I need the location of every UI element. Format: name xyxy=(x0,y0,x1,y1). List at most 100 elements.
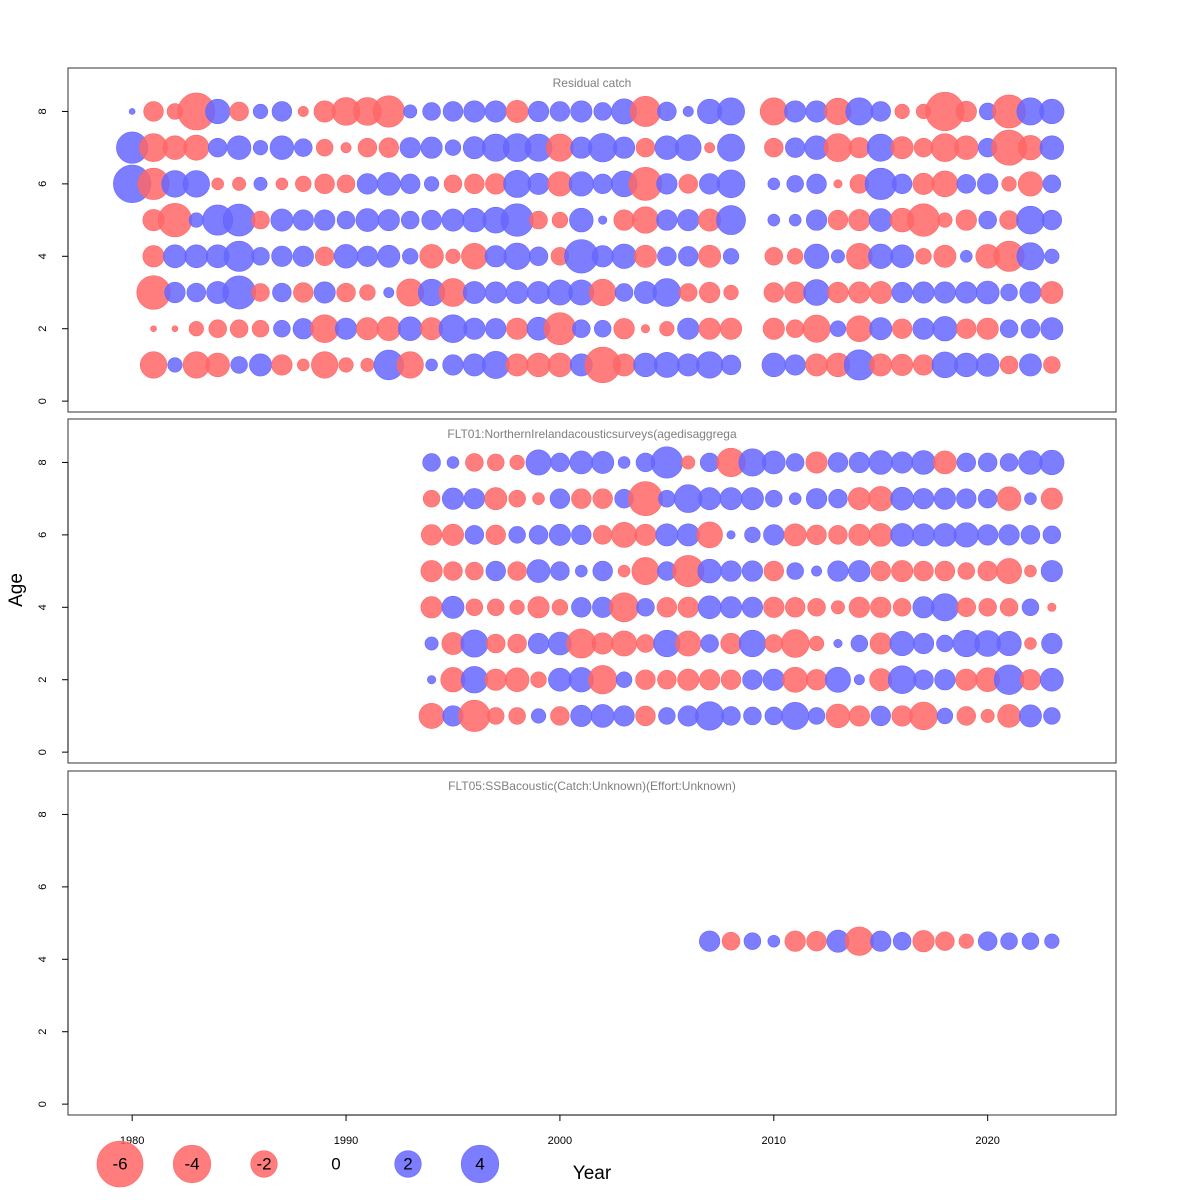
residual-bubble xyxy=(999,598,1019,617)
residual-bubble xyxy=(993,664,1025,695)
residual-bubble xyxy=(909,701,938,731)
residual-bubble xyxy=(460,666,488,694)
residual-bubble xyxy=(738,448,767,477)
residual-bubble xyxy=(975,353,1000,377)
residual-bubble xyxy=(292,245,314,267)
residual-bubble xyxy=(441,487,464,510)
residual-bubble xyxy=(740,487,764,511)
residual-bubble xyxy=(698,487,722,511)
residual-bubble xyxy=(226,135,252,160)
residual-bubble xyxy=(848,281,871,304)
residual-bubble xyxy=(617,564,631,578)
residual-bubble xyxy=(1044,248,1060,264)
residual-bubble xyxy=(271,354,293,376)
residual-bubble xyxy=(458,699,491,732)
panel-1: Residual catch 0 2 4 6 8 xyxy=(37,67,1117,413)
residual-bubble xyxy=(696,351,724,379)
residual-bubble xyxy=(526,352,551,378)
residual-bubble xyxy=(548,667,572,692)
residual-bubble xyxy=(630,96,661,127)
residual-bubble xyxy=(720,669,742,690)
residual-bubble xyxy=(869,632,892,655)
residual-bubble xyxy=(569,450,594,475)
residual-bubble xyxy=(633,352,658,378)
residual-bubble xyxy=(484,100,507,123)
residual-bubble xyxy=(763,560,784,582)
residual-bubble xyxy=(1024,637,1037,650)
legend-item: -4 xyxy=(172,1144,212,1184)
residual-bubble xyxy=(833,179,843,189)
residual-bubble xyxy=(593,320,612,338)
residual-bubble xyxy=(954,352,979,378)
residual-bubble xyxy=(1021,932,1040,950)
residual-bubble xyxy=(400,210,420,230)
legend-bubble xyxy=(250,1150,278,1178)
residual-bubble xyxy=(438,278,468,307)
residual-bubble xyxy=(677,596,699,618)
residual-bubble xyxy=(591,451,615,474)
residual-bubble xyxy=(869,281,893,304)
residual-bubble xyxy=(487,453,505,472)
residual-bubble xyxy=(805,100,828,123)
residual-bubble xyxy=(269,135,295,160)
residual-bubble xyxy=(848,560,871,583)
residual-bubble xyxy=(183,134,210,161)
y-axis: 0 2 4 6 8 xyxy=(37,459,69,755)
residual-bubble xyxy=(1040,487,1063,510)
residual-bubble xyxy=(934,560,956,582)
residual-bubble xyxy=(823,133,853,162)
residual-bubble xyxy=(500,203,534,237)
residual-bubble xyxy=(764,137,784,158)
residual-bubble xyxy=(1020,319,1041,339)
residual-bubble xyxy=(615,671,633,688)
residual-bubble xyxy=(571,524,592,546)
residual-bubble xyxy=(956,488,977,509)
residual-bubble xyxy=(657,101,677,122)
residual-bubble xyxy=(1043,707,1061,725)
residual-bubble xyxy=(420,136,443,159)
x-axis-title: Year xyxy=(573,1163,612,1184)
residual-bubble xyxy=(229,101,249,122)
residual-bubble xyxy=(273,320,291,338)
residual-bubble xyxy=(868,523,893,547)
residual-bubble xyxy=(999,453,1019,472)
residual-bubble xyxy=(784,100,807,123)
residual-bubble xyxy=(932,316,958,342)
legend-item: 4 xyxy=(460,1144,500,1184)
residual-bubble xyxy=(658,707,676,725)
residual-bubble xyxy=(313,281,336,304)
residual-bubble xyxy=(530,708,547,724)
residual-bubble xyxy=(188,212,204,228)
residual-bubble xyxy=(222,203,256,237)
residual-bubble xyxy=(465,453,484,472)
residual-bubble xyxy=(765,489,783,508)
residual-bubble xyxy=(464,525,485,545)
residual-bubble xyxy=(232,176,247,191)
residual-bubble xyxy=(719,487,743,511)
residual-bubble xyxy=(253,176,268,191)
residual-bubble xyxy=(1001,176,1017,192)
residual-bubble xyxy=(809,635,825,652)
residual-bubble xyxy=(720,560,742,582)
residual-bubble xyxy=(529,210,548,230)
residual-bubble xyxy=(806,524,827,546)
residual-bubble xyxy=(1019,669,1042,691)
residual-bubble xyxy=(726,530,736,540)
residual-bubble xyxy=(912,172,935,195)
residual-bubble xyxy=(831,600,845,615)
residual-bubble xyxy=(547,171,573,197)
residual-bubble xyxy=(977,524,999,546)
residual-bubble xyxy=(953,522,979,548)
residual-bubble xyxy=(887,665,917,694)
residual-bubble xyxy=(936,707,954,725)
legend-bubble xyxy=(394,1150,422,1178)
residual-bubble xyxy=(657,246,677,266)
residual-bubble xyxy=(807,707,826,725)
residual-bubble xyxy=(891,318,913,339)
x-tick-label: 1990 xyxy=(334,1135,358,1147)
residual-bubble xyxy=(721,931,741,951)
residual-bubble xyxy=(763,524,785,546)
residual-bubble xyxy=(635,669,656,690)
residual-bubble xyxy=(788,492,802,505)
